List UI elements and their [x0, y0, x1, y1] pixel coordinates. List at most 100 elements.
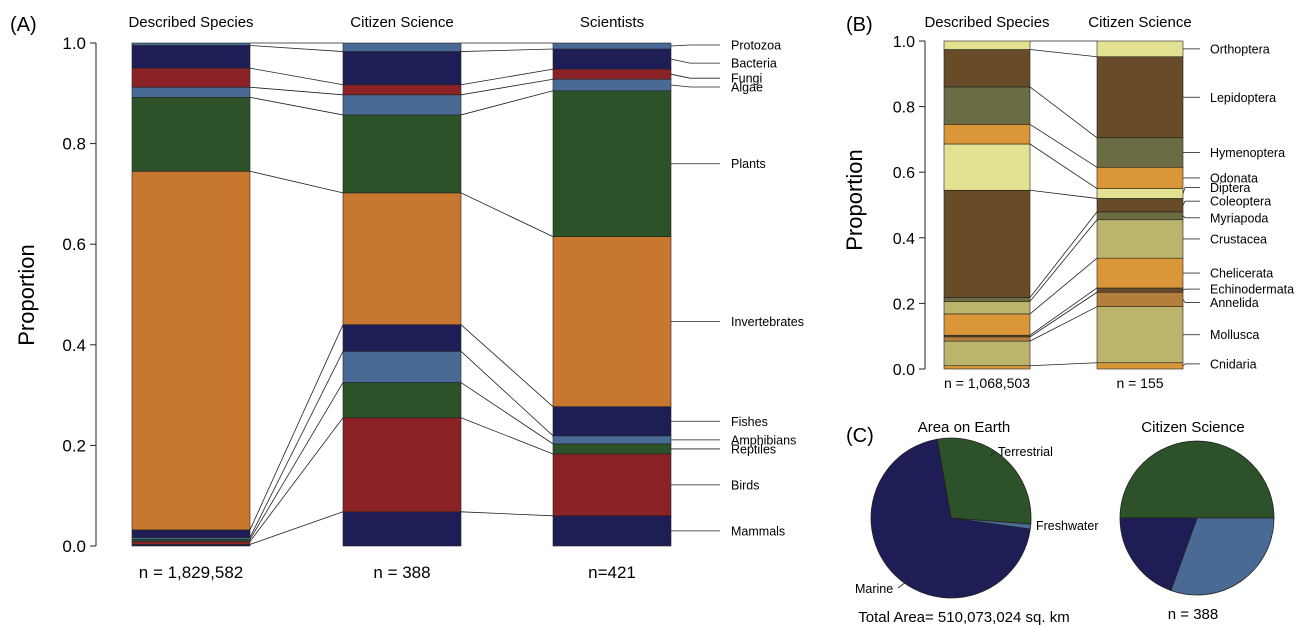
- connector-line: [249, 170, 344, 194]
- y-tick-label: 0.8: [893, 100, 915, 117]
- sample-size-label: n=421: [588, 563, 636, 582]
- bar-segment-reptiles: [342, 382, 462, 419]
- bar-segment-fungi: [131, 67, 251, 88]
- bar-segment-diptera: [1096, 188, 1184, 199]
- bar-segment-amphibians: [552, 435, 672, 445]
- connector-line: [460, 68, 554, 86]
- leader-line: [670, 58, 691, 64]
- y-tick-label: 1.0: [62, 34, 86, 53]
- connector-line: [460, 382, 554, 445]
- connector-line: [1029, 287, 1098, 336]
- connector-line: [460, 90, 554, 116]
- category-label-algae: Algae: [731, 81, 763, 95]
- bar-segment-myriapoda: [1096, 211, 1184, 221]
- category-label-invertebrates: Invertebrates: [731, 315, 804, 329]
- bar-segment-fungi: [342, 84, 462, 96]
- category-label-mammals: Mammals: [731, 524, 785, 538]
- connector-line: [460, 417, 554, 455]
- category-label-coleoptera: Coleoptera: [1210, 195, 1271, 209]
- bar-segment-birds: [342, 417, 462, 513]
- connector-line: [1029, 189, 1098, 199]
- y-tick-label: 0.8: [62, 135, 86, 154]
- connector-line: [460, 511, 554, 517]
- leader-line: [1182, 215, 1186, 219]
- bar-segment-bacteria: [552, 48, 672, 70]
- bar-segment-plants: [552, 90, 672, 237]
- sample-size-label: n = 155: [1116, 375, 1163, 391]
- category-label-crustacea: Crustacea: [1210, 232, 1267, 246]
- y-tick-label: 0.2: [893, 296, 915, 313]
- bar-segment-echinodermata: [1096, 287, 1184, 293]
- connector-line: [460, 192, 554, 238]
- bar-segment-fishes: [342, 324, 462, 352]
- category-label-birds: Birds: [731, 478, 759, 492]
- bar-segment-bacteria: [131, 45, 251, 69]
- connector-line: [249, 67, 344, 86]
- connector-line: [1029, 219, 1098, 302]
- connector-line: [1029, 362, 1098, 367]
- bar-segment-plants: [131, 97, 251, 172]
- category-label-hymenoptera: Hymenoptera: [1210, 146, 1285, 160]
- bar-segment-chelicerata: [943, 313, 1031, 336]
- bar-segment-hymenoptera: [1096, 137, 1184, 168]
- connector-line: [460, 324, 554, 407]
- pie-slice-marine: [1119, 517, 1198, 591]
- connector-line: [249, 417, 344, 542]
- pie-title: Citizen Science: [1141, 419, 1244, 436]
- bar-segment-protozoa: [342, 42, 462, 52]
- connector-line: [1029, 49, 1098, 58]
- bar-segment-algae: [131, 86, 251, 98]
- sample-size-label: n = 388: [373, 563, 430, 582]
- connector-line: [1029, 291, 1098, 338]
- y-tick-label: 0.0: [893, 362, 915, 379]
- category-label-orthoptera: Orthoptera: [1210, 42, 1270, 56]
- leader-line: [670, 44, 691, 47]
- bar-segment-annelida: [943, 336, 1031, 342]
- y-tick-label: 0.4: [62, 336, 86, 355]
- category-label-annelida: Annelida: [1210, 296, 1259, 310]
- column-title: Described Species: [924, 14, 1049, 31]
- column-title: Citizen Science: [350, 14, 453, 31]
- y-tick-label: 0.6: [893, 165, 915, 182]
- bar-segment-birds: [131, 541, 251, 545]
- pie-slice-marine: [870, 438, 1031, 599]
- pie-slice-freshwater: [1170, 517, 1275, 596]
- connector-line: [1029, 143, 1098, 189]
- pie-footer: n = 388: [1168, 606, 1218, 623]
- sample-size-label: n = 1,829,582: [139, 563, 243, 582]
- bar-segment-orthoptera: [943, 40, 1031, 50]
- bar-segment-hymenoptera: [943, 86, 1031, 125]
- bar-segment-plants: [342, 114, 462, 194]
- connector-line: [249, 324, 344, 531]
- sample-size-label: n = 1,068,503: [944, 375, 1030, 391]
- category-label-odonata: Odonata: [1210, 171, 1258, 185]
- pie-label-freshwater: Freshwater: [1036, 519, 1099, 533]
- pie-slice-terrestrial: [1119, 440, 1275, 519]
- bar-segment-fishes: [131, 529, 251, 538]
- column-title: Described Species: [128, 14, 253, 31]
- bar-segment-mollusca: [1096, 306, 1184, 364]
- bar-segment-mollusca: [943, 340, 1031, 367]
- connector-line: [249, 86, 344, 96]
- category-label-plants: Plants: [731, 157, 766, 171]
- connector-line: [1029, 306, 1098, 342]
- bar-segment-reptiles: [131, 539, 251, 542]
- category-label-echinodermata: Echinodermata: [1210, 283, 1294, 297]
- pie-leader: [897, 581, 907, 589]
- bar-segment-crustacea: [1096, 219, 1184, 259]
- y-tick-label: 0.0: [62, 537, 86, 556]
- category-label-mollusca: Mollusca: [1210, 328, 1259, 342]
- connector-line: [249, 351, 344, 538]
- category-label-cnidaria: Cnidaria: [1210, 357, 1257, 371]
- bar-segment-invertebrates: [342, 192, 462, 325]
- bar-segment-cnidaria: [1096, 362, 1184, 370]
- y-tick-label: 1.0: [893, 34, 915, 51]
- bar-segment-chelicerata: [1096, 257, 1184, 289]
- bar-segment-annelida: [1096, 291, 1184, 307]
- category-label-amphibians: Amphibians: [731, 433, 796, 447]
- bar-segment-algae: [342, 94, 462, 116]
- pie-footer: Total Area= 510,073,024 sq. km: [858, 609, 1069, 626]
- bar-segment-reptiles: [552, 443, 672, 455]
- pie-title: Area on Earth: [918, 419, 1011, 436]
